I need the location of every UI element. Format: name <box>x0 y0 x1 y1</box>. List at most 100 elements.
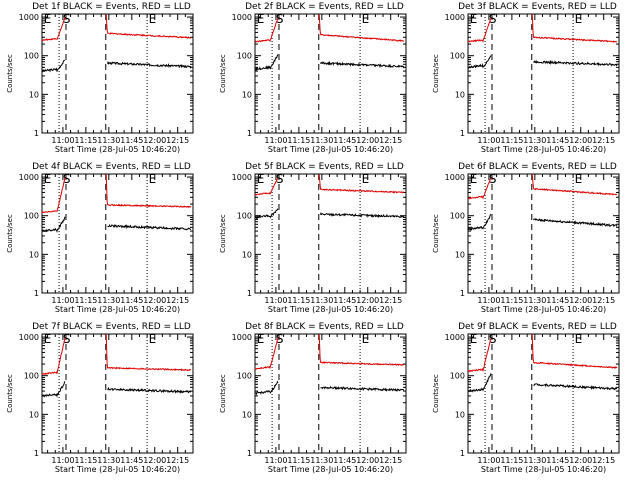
x-tick-label: 11:00 <box>51 296 74 305</box>
x-tick-label: 11:00 <box>264 456 287 465</box>
x-tick-label: 11:45 <box>120 136 143 145</box>
x-tick-label: 12:00 <box>143 296 166 305</box>
lld-series-line <box>254 177 279 196</box>
y-axis-label: Counts/sec <box>6 54 14 93</box>
x-tick-label: 11:30 <box>310 456 333 465</box>
x-tick-label: 12:15 <box>166 296 189 305</box>
x-tick-label: 12:15 <box>592 456 615 465</box>
events-series-line <box>107 386 192 394</box>
y-tick-label: 100 <box>24 212 39 221</box>
y-tick-label: 1000 <box>445 173 465 182</box>
flag-label-seg: S <box>276 332 284 346</box>
x-axis-label: Start Time (28-Jul-05 10:46:20) <box>481 305 606 314</box>
panel-title: Det 6f BLACK = Events, RED = LLD <box>458 162 617 172</box>
events-series-line <box>107 223 192 231</box>
x-axis-label: Start Time (28-Jul-05 10:46:20) <box>268 305 393 314</box>
y-tick-label: 10 <box>455 250 465 259</box>
y-tick-label: 1 <box>460 449 465 458</box>
panel-title: Det 1f BLACK = Events, RED = LLD <box>32 2 191 12</box>
events-series-line <box>533 218 618 228</box>
x-tick-label: 11:15 <box>74 136 97 145</box>
events-series-line <box>320 60 405 69</box>
panel-title: Det 8f BLACK = Events, RED = LLD <box>245 322 404 332</box>
x-tick-label: 12:00 <box>569 296 592 305</box>
detector-panel: Det 2f BLACK = Events, RED = LLD 1 10 100 10… <box>219 2 407 154</box>
x-tick-label: 11:45 <box>333 296 356 305</box>
x-tick-label: 11:15 <box>500 296 523 305</box>
y-tick-label: 1000 <box>19 333 39 342</box>
detector-panel: Det 9f BLACK = Events, RED = LLD 1 10 100 10… <box>432 322 620 474</box>
lld-series-line <box>531 173 618 196</box>
events-series-line <box>41 381 66 398</box>
flag-label-end: E <box>362 172 370 186</box>
lld-series-line <box>318 173 405 194</box>
y-axis-label: Counts/sec <box>219 374 227 413</box>
lld-series-line <box>531 333 618 369</box>
y-axis-label: Counts/sec <box>6 374 14 413</box>
detector-panel: Det 3f BLACK = Events, RED = LLD 1 10 100 10… <box>432 2 620 154</box>
x-tick-label: 11:45 <box>546 296 569 305</box>
lld-series-line <box>105 173 192 209</box>
x-axis-label: Start Time (28-Jul-05 10:46:20) <box>55 145 180 154</box>
events-series-line <box>533 383 618 391</box>
y-tick-label: 10 <box>455 90 465 99</box>
y-tick-label: 100 <box>237 212 252 221</box>
flag-label-seg: S <box>63 12 71 26</box>
x-tick-label: 11:15 <box>287 296 310 305</box>
panel-title: Det 5f BLACK = Events, RED = LLD <box>245 162 404 172</box>
x-tick-label: 11:15 <box>74 296 97 305</box>
x-tick-label: 12:15 <box>592 136 615 145</box>
y-tick-label: 1 <box>34 449 39 458</box>
x-tick-label: 11:30 <box>310 296 333 305</box>
plot-frame <box>467 333 620 454</box>
x-axis-label: Start Time (28-Jul-05 10:46:20) <box>55 465 180 474</box>
lld-series-line <box>467 17 492 44</box>
plot-frame <box>41 173 194 294</box>
detector-panel: Det 6f BLACK = Events, RED = LLD 1 10 100 10… <box>432 162 620 314</box>
y-tick-label: 100 <box>237 372 252 381</box>
x-tick-label: 11:00 <box>51 456 74 465</box>
y-axis-label: Counts/sec <box>6 214 14 253</box>
flag-label-start: E <box>257 332 265 346</box>
y-tick-label: 1000 <box>232 13 252 22</box>
x-tick-label: 12:15 <box>379 136 402 145</box>
flag-label-start: E <box>44 332 52 346</box>
x-tick-label: 12:15 <box>379 456 402 465</box>
flag-label-start: E <box>44 172 52 186</box>
y-tick-label: 1000 <box>19 13 39 22</box>
y-tick-label: 100 <box>450 212 465 221</box>
y-tick-label: 10 <box>242 90 252 99</box>
events-series-line <box>467 55 492 70</box>
flag-label-start: E <box>470 12 478 26</box>
detector-panel: Det 4f BLACK = Events, RED = LLD 1 10 100 10… <box>6 162 194 314</box>
x-tick-label: 11:00 <box>51 136 74 145</box>
x-tick-label: 11:30 <box>523 296 546 305</box>
plot-frame <box>254 13 407 134</box>
x-axis-label: Start Time (28-Jul-05 10:46:20) <box>55 305 180 314</box>
y-tick-label: 1000 <box>19 173 39 182</box>
x-tick-label: 12:15 <box>379 296 402 305</box>
x-tick-label: 12:15 <box>166 456 189 465</box>
flag-label-start: E <box>470 332 478 346</box>
plot-frame <box>41 13 194 134</box>
x-tick-label: 12:15 <box>592 296 615 305</box>
lld-series-line <box>318 13 405 43</box>
y-tick-label: 1000 <box>445 333 465 342</box>
flag-label-start: E <box>470 172 478 186</box>
plot-frame <box>467 173 620 294</box>
lld-series-line <box>318 333 405 367</box>
x-tick-label: 11:45 <box>333 136 356 145</box>
y-tick-label: 1 <box>460 129 465 138</box>
flag-label-end: E <box>149 332 157 346</box>
plot-frame <box>41 333 194 454</box>
flag-label-end: E <box>575 172 583 186</box>
flag-label-end: E <box>149 12 157 26</box>
panel-title: Det 2f BLACK = Events, RED = LLD <box>245 2 404 12</box>
lld-series-line <box>254 17 279 43</box>
y-tick-label: 1 <box>34 289 39 298</box>
x-tick-label: 11:00 <box>264 296 287 305</box>
x-tick-label: 11:30 <box>97 136 120 145</box>
lld-series-line <box>41 337 66 375</box>
